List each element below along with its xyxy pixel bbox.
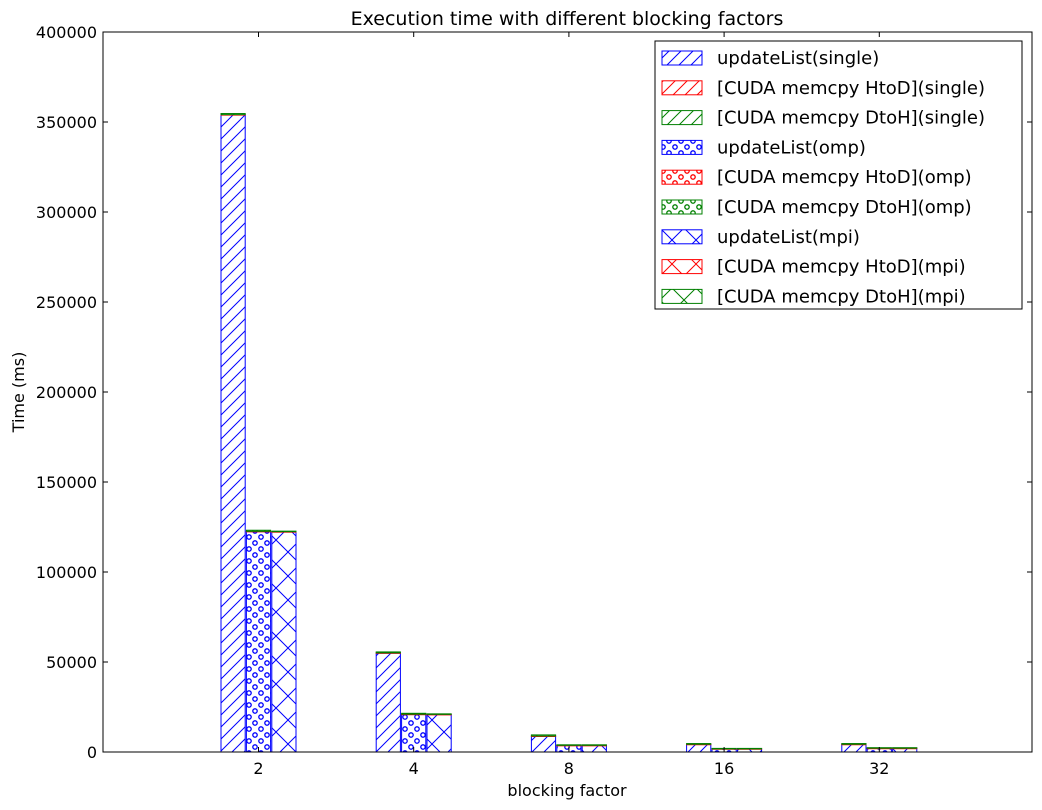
legend-entry-label: [CUDA memcpy HtoD](single): [717, 78, 985, 99]
x-tick-label: 32: [869, 759, 889, 778]
bar-dtoh-mpi-bf4: [426, 713, 452, 715]
bar-dtoh-omp-bf4: [401, 712, 427, 715]
legend-swatch: [661, 199, 703, 215]
legend-frame: [654, 40, 1023, 310]
ticks-layer: 0 50000 100000 150000 200000 250000 300000 3500…: [36, 23, 1032, 778]
y-tick-label: 100000: [36, 563, 97, 582]
bar-dtoh-mpi-bf32: [892, 747, 918, 749]
bar-updatelist-single-bf2: [220, 114, 246, 753]
y-tick-label: 350000: [36, 113, 97, 132]
bar-dtoh-single-bf16: [686, 743, 712, 745]
legend-entry-label: [CUDA memcpy HtoD](mpi): [717, 257, 966, 278]
bar-updatelist-single-bf16: [686, 743, 712, 753]
bar-updatelist-mpi-bf2: [271, 531, 297, 753]
x-axis-label: blocking factor: [507, 781, 627, 800]
legend-entry-label: updateList(mpi): [717, 227, 860, 248]
chart-title: Execution time with different blocking f…: [351, 8, 784, 30]
bar-updatelist-single-bf4: [375, 652, 401, 753]
legend-swatch: [661, 229, 703, 245]
legend-swatch: [661, 139, 703, 155]
bar-updatelist-mpi-bf4: [426, 714, 452, 753]
y-tick-label: 0: [87, 743, 97, 762]
legend-swatch: [661, 259, 703, 275]
bar-updatelist-omp-bf2: [245, 531, 272, 753]
bar-dtoh-single-bf8: [530, 734, 557, 737]
legend-swatch: [661, 110, 703, 126]
legend-entry-label: [CUDA memcpy HtoD](omp): [717, 167, 972, 188]
legend-entry-label: updateList(single): [717, 48, 879, 69]
bar-dtoh-mpi-bf16: [736, 747, 763, 750]
x-tick-label: 2: [253, 759, 263, 778]
y-tick-label: 400000: [36, 23, 97, 42]
bars-layer: [220, 113, 918, 753]
legend-swatch: [661, 50, 703, 66]
legend-entry-label: [CUDA memcpy DtoH](single): [717, 108, 985, 129]
bar-updatelist-single-bf32: [841, 743, 867, 753]
bar-dtoh-single-bf2: [220, 113, 246, 116]
bar-dtoh-single-bf4: [375, 651, 401, 654]
x-tick-label: 8: [564, 759, 574, 778]
legend-entry-label: [CUDA memcpy DtoH](omp): [717, 197, 972, 218]
bar-dtoh-omp-bf2: [245, 529, 272, 532]
y-tick-label: 150000: [36, 473, 97, 492]
legend-entry-label: [CUDA memcpy DtoH](mpi): [717, 286, 966, 307]
y-tick-label: 200000: [36, 383, 97, 402]
legend-entry-label: updateList(omp): [717, 137, 866, 158]
bar-updatelist-mpi-bf8: [581, 745, 607, 753]
bar-dtoh-omp-bf8: [556, 744, 582, 746]
y-tick-label: 50000: [46, 653, 97, 672]
bar-dtoh-single-bf32: [841, 743, 867, 745]
bar-updatelist-single-bf8: [530, 735, 557, 753]
legend-swatch: [661, 80, 703, 96]
legend-swatch: [661, 169, 703, 185]
legend: updateList(single) [CUDA memcpy HtoD](sin…: [654, 40, 1023, 310]
x-tick-label: 4: [409, 759, 419, 778]
y-tick-label: 300000: [36, 203, 97, 222]
y-axis-label: Time (ms): [9, 352, 28, 434]
bar-dtoh-mpi-bf2: [271, 530, 297, 533]
bar-updatelist-omp-bf4: [401, 714, 427, 753]
legend-swatch: [661, 288, 703, 304]
bar-dtoh-mpi-bf8: [581, 744, 607, 746]
x-tick-label: 16: [714, 759, 734, 778]
y-tick-label: 250000: [36, 293, 97, 312]
